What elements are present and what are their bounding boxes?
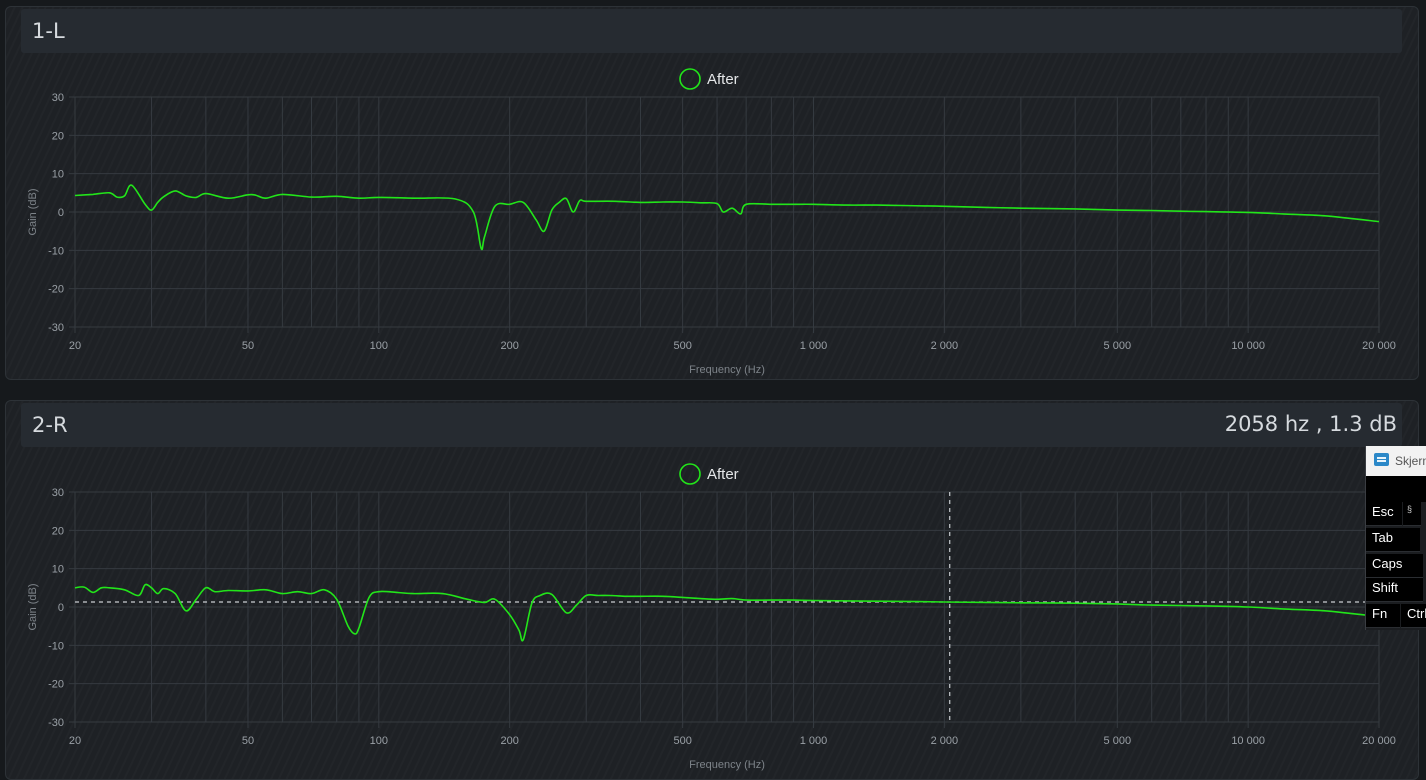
x-tick-label: 5 000	[1104, 735, 1132, 747]
x-tick-label: 10 000	[1231, 735, 1265, 747]
y-tick-label: 0	[58, 602, 64, 614]
y-tick-label: 30	[52, 92, 64, 104]
osk-title: Skjerm	[1395, 454, 1426, 468]
x-tick-label: 200	[500, 340, 518, 352]
key-caps[interactable]: Caps	[1366, 554, 1423, 578]
x-tick-label: 1 000	[800, 340, 828, 352]
y-axis-title: Gain (dB)	[27, 583, 39, 630]
x-tick-label: 20	[69, 735, 81, 747]
legend-marker	[679, 463, 701, 485]
x-axis-title: Frequency (Hz)	[689, 759, 765, 771]
x-tick-label: 500	[673, 735, 691, 747]
x-tick-label: 2 000	[931, 735, 959, 747]
panel-header: 2-R 2058 hz , 1.3 dB	[21, 403, 1402, 447]
x-tick-label: 20 000	[1362, 735, 1396, 747]
x-tick-label: 50	[242, 735, 254, 747]
y-tick-label: -20	[48, 284, 64, 296]
key-esc[interactable]: Esc	[1366, 502, 1402, 526]
cursor-readout: 2058 hz , 1.3 dB	[1224, 412, 1397, 436]
y-axis-title: Gain (dB)	[27, 188, 39, 235]
x-tick-label: 200	[500, 735, 518, 747]
legend-label: After	[707, 466, 739, 483]
legend-label: After	[707, 71, 739, 88]
series-line-after	[74, 583, 1380, 642]
osk-titlebar[interactable]: Skjerm	[1366, 446, 1426, 476]
osk-toolbar	[1366, 476, 1426, 502]
x-tick-label: 50	[242, 340, 254, 352]
panel-header: 1-L	[21, 9, 1402, 53]
key-ctrl[interactable]: Ctrl	[1401, 604, 1426, 628]
key-section[interactable]: §	[1403, 502, 1421, 526]
key-tab[interactable]: Tab	[1366, 528, 1420, 552]
keyboard-icon	[1374, 453, 1389, 466]
x-axis-title: Frequency (Hz)	[689, 364, 765, 376]
y-tick-label: 10	[52, 564, 64, 576]
y-tick-label: 20	[52, 130, 64, 142]
x-tick-label: 100	[370, 340, 388, 352]
y-tick-label: 30	[52, 487, 64, 499]
y-tick-label: -10	[48, 245, 64, 257]
y-tick-label: 0	[58, 207, 64, 219]
panel-title: 1-L	[32, 19, 65, 43]
grid	[69, 491, 1380, 728]
y-tick-label: -30	[48, 322, 64, 334]
on-screen-keyboard-window[interactable]: Skjerm Esc § Tab Caps Shift Fn Ctrl	[1365, 446, 1426, 630]
y-tick-label: -30	[48, 717, 64, 729]
x-tick-label: 20	[69, 340, 81, 352]
x-tick-label: 5 000	[1104, 340, 1132, 352]
legend-marker	[679, 68, 701, 90]
x-tick-label: 100	[370, 735, 388, 747]
key-shift[interactable]: Shift	[1366, 578, 1423, 602]
x-tick-label: 1 000	[800, 735, 828, 747]
x-tick-label: 20 000	[1362, 340, 1396, 352]
y-tick-label: -10	[48, 640, 64, 652]
series-line-after	[74, 184, 1380, 251]
x-tick-label: 500	[673, 340, 691, 352]
y-tick-label: 20	[52, 525, 64, 537]
x-tick-label: 2 000	[931, 340, 959, 352]
key-fn[interactable]: Fn	[1366, 604, 1400, 628]
chart-panel-1-l: 1-L	[5, 6, 1419, 380]
y-tick-label: 10	[52, 169, 64, 181]
y-tick-label: -20	[48, 679, 64, 691]
panel-title: 2-R	[32, 413, 68, 437]
x-tick-label: 10 000	[1231, 340, 1265, 352]
